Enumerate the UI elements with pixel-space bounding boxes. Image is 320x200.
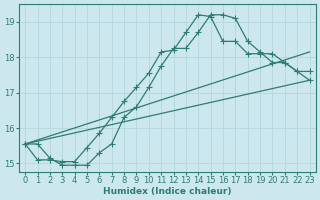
X-axis label: Humidex (Indice chaleur): Humidex (Indice chaleur) bbox=[103, 187, 232, 196]
